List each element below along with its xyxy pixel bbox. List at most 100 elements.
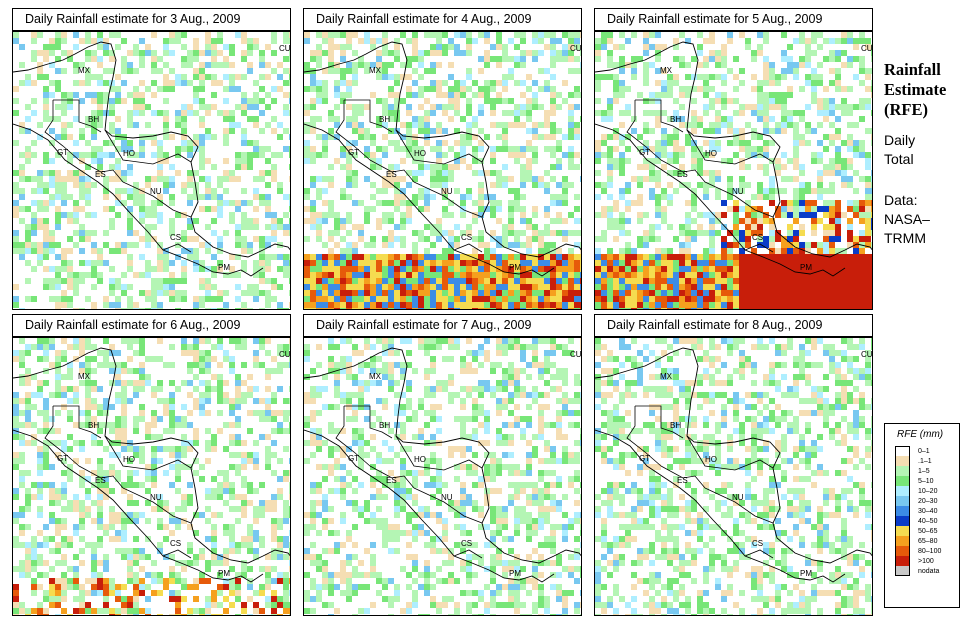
period-line: Daily bbox=[884, 132, 916, 148]
country-label-pm: PM bbox=[509, 569, 521, 578]
legend-swatch bbox=[895, 506, 910, 516]
country-borders bbox=[335, 99, 483, 253]
country-label-bh: BH bbox=[88, 115, 100, 124]
panel-title: Daily Rainfall estimate for 4 Aug., 2009 bbox=[303, 8, 582, 31]
coastline bbox=[595, 41, 872, 277]
panel-title: Daily Rainfall estimate for 3 Aug., 2009 bbox=[12, 8, 291, 31]
country-label-pm: PM bbox=[218, 569, 230, 578]
source-line: NASA– bbox=[884, 211, 930, 227]
legend-item: 50–65 bbox=[895, 526, 959, 536]
legend-item: .1–1 bbox=[895, 456, 959, 466]
country-label-gt: GT bbox=[57, 148, 69, 157]
legend-label: nodata bbox=[918, 567, 940, 575]
panel-aug5: Daily Rainfall estimate for 5 Aug., 2009… bbox=[594, 8, 873, 310]
country-label-cu: CU bbox=[861, 350, 873, 359]
country-label-pm: PM bbox=[509, 263, 521, 272]
country-label-gt: GT bbox=[348, 148, 360, 157]
legend-item: >100 bbox=[895, 556, 959, 566]
map-canvas bbox=[304, 32, 581, 309]
country-label-mx: MX bbox=[660, 66, 672, 75]
country-label-es: ES bbox=[95, 170, 106, 179]
map-canvas bbox=[13, 32, 290, 309]
legend-title: RFE (mm) bbox=[897, 429, 944, 440]
country-label-nu: NU bbox=[441, 493, 453, 502]
country-label-cu: CU bbox=[279, 350, 291, 359]
legend-label: 40–50 bbox=[918, 517, 938, 525]
legend-item: 5–10 bbox=[895, 476, 959, 486]
map-canvas bbox=[595, 338, 872, 615]
country-label-cu: CU bbox=[861, 44, 873, 53]
title-line: Rainfall bbox=[884, 60, 941, 79]
legend-item: 20–30 bbox=[895, 496, 959, 506]
country-label-mx: MX bbox=[78, 66, 90, 75]
source-line: TRMM bbox=[884, 230, 926, 246]
country-label-nu: NU bbox=[441, 187, 453, 196]
panel-title: Daily Rainfall estimate for 8 Aug., 2009 bbox=[594, 314, 873, 337]
country-label-mx: MX bbox=[660, 372, 672, 381]
product-title: Rainfall Estimate (RFE) bbox=[884, 60, 970, 120]
country-borders bbox=[626, 99, 774, 253]
country-label-ho: HO bbox=[414, 149, 426, 158]
legend-swatch bbox=[895, 516, 910, 526]
legend-swatch bbox=[895, 536, 910, 546]
panel-aug6: Daily Rainfall estimate for 6 Aug., 2009… bbox=[12, 314, 291, 616]
panel-aug4: Daily Rainfall estimate for 4 Aug., 2009… bbox=[303, 8, 582, 310]
coastline bbox=[13, 347, 290, 583]
coastline bbox=[304, 41, 581, 277]
legend-label: 30–40 bbox=[918, 507, 938, 515]
legend-swatch bbox=[895, 446, 910, 456]
country-label-cs: CS bbox=[170, 539, 182, 548]
rainfall-map: MX BH GT HO ES NU CS PM CU bbox=[12, 337, 291, 616]
country-label-ho: HO bbox=[414, 455, 426, 464]
legend-item: 1–5 bbox=[895, 466, 959, 476]
rainfall-map: MX BH GT HO ES NU CS PM CU bbox=[594, 31, 873, 310]
country-label-mx: MX bbox=[369, 372, 381, 381]
legend-swatch bbox=[895, 546, 910, 556]
legend-label: 20–30 bbox=[918, 497, 938, 505]
panel-aug3: Daily Rainfall estimate for 3 Aug., 2009… bbox=[12, 8, 291, 310]
legend-item: 0–1 bbox=[895, 446, 959, 456]
country-label-es: ES bbox=[386, 476, 397, 485]
country-label-cu: CU bbox=[279, 44, 291, 53]
country-label-mx: MX bbox=[78, 372, 90, 381]
country-label-cs: CS bbox=[752, 233, 764, 242]
source-line: Data: bbox=[884, 192, 918, 208]
legend-item: nodata bbox=[895, 566, 959, 576]
country-label-pm: PM bbox=[800, 263, 812, 272]
country-label-cu: CU bbox=[570, 44, 582, 53]
country-label-es: ES bbox=[677, 170, 688, 179]
country-label-gt: GT bbox=[57, 454, 69, 463]
country-label-cu: CU bbox=[570, 350, 582, 359]
rainfall-map: MX BH GT HO ES NU CS PM CU bbox=[303, 337, 582, 616]
coastline bbox=[304, 347, 581, 583]
product-period: Daily Total bbox=[884, 131, 915, 169]
map-canvas bbox=[304, 338, 581, 615]
country-label-pm: PM bbox=[218, 263, 230, 272]
country-label-nu: NU bbox=[150, 493, 162, 502]
panel-title: Daily Rainfall estimate for 5 Aug., 2009 bbox=[594, 8, 873, 31]
map-canvas bbox=[13, 338, 290, 615]
legend-swatch bbox=[895, 466, 910, 476]
panel-aug7: Daily Rainfall estimate for 7 Aug., 2009… bbox=[303, 314, 582, 616]
legend-item: 65–80 bbox=[895, 536, 959, 546]
legend-swatch bbox=[895, 526, 910, 536]
country-borders bbox=[626, 405, 774, 559]
panel-title: Daily Rainfall estimate for 6 Aug., 2009 bbox=[12, 314, 291, 337]
data-source: Data: NASA– TRMM bbox=[884, 191, 930, 248]
country-label-es: ES bbox=[677, 476, 688, 485]
legend-item: 40–50 bbox=[895, 516, 959, 526]
legend-swatch bbox=[895, 476, 910, 486]
country-label-cs: CS bbox=[461, 539, 473, 548]
rainfall-map: MX BH GT HO ES NU CS PM CU bbox=[303, 31, 582, 310]
legend-item: 10–20 bbox=[895, 486, 959, 496]
country-label-gt: GT bbox=[639, 148, 651, 157]
legend-label: 80–100 bbox=[918, 547, 942, 555]
country-borders bbox=[44, 99, 192, 253]
legend-label: 0–1 bbox=[918, 447, 930, 455]
country-label-ho: HO bbox=[705, 455, 717, 464]
country-label-gt: GT bbox=[639, 454, 651, 463]
rainfall-map: MX BH GT HO ES NU CS PM CU bbox=[12, 31, 291, 310]
country-label-ho: HO bbox=[123, 455, 135, 464]
legend-swatch bbox=[895, 566, 910, 576]
country-label-es: ES bbox=[95, 476, 106, 485]
